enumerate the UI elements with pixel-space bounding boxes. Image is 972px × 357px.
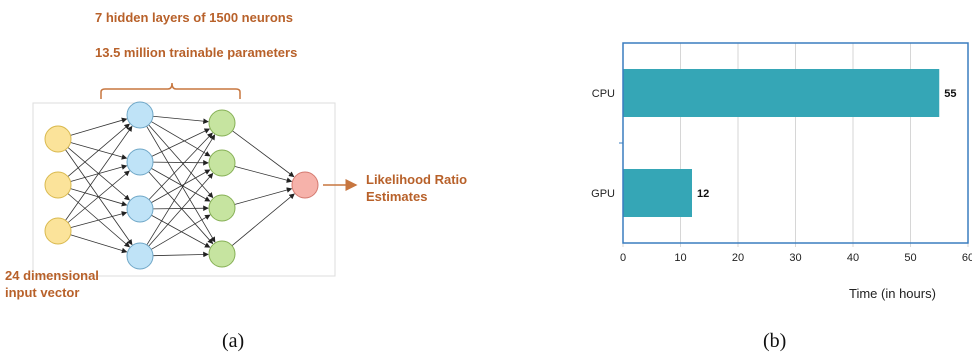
connection-edge [151,214,211,250]
x-tick-label: 60 [962,252,972,264]
connection-edge [152,251,209,258]
connection-edge [70,117,128,136]
connection-edge [148,171,214,245]
hidden-layers-label: 7 hidden layers of 1500 neurons [95,10,293,25]
chart-frame [622,42,969,244]
connection-edge [234,187,293,205]
chart-labels: 0 10 20 30 40 50 60 CPU 55 GPU 12 [591,88,972,264]
connection-edge [151,168,211,202]
x-tick-label: 10 [674,252,686,264]
connection-edge [70,234,128,254]
output-node [291,171,319,199]
network-nodes [44,101,319,270]
x-tick-label: 30 [789,252,801,264]
connection-edge [234,165,293,183]
x-tick-label: 50 [904,252,916,264]
y-category-label: CPU [592,88,615,100]
connection-edge [231,193,295,246]
input-vector-label-line1: 24 dimensional [5,268,99,283]
bar-value-label: 12 [697,188,709,200]
x-tick-label: 0 [620,252,626,264]
hidden-layer-2-node [208,109,236,137]
hidden-layer-1-node [126,148,154,176]
neural-network-diagram [32,82,358,277]
x-tick-label: 20 [732,252,744,264]
connection-edge [65,125,133,221]
connection-edge [70,211,128,229]
input-node [44,217,72,245]
connection-edge [151,169,211,203]
connection-edge [146,125,216,243]
output-label-line1: Likelihood Ratio [366,172,468,187]
connection-edge [151,128,211,157]
bar-value-label: 55 [944,88,956,100]
connection-edge [152,159,209,166]
x-tick-label: 40 [847,252,859,264]
hidden-layer-2-node [208,240,236,268]
network-frame [32,102,336,277]
hidden-layer-2-node [208,149,236,177]
input-node [44,125,72,153]
connection-edge [232,130,295,178]
training-time-chart: 0 10 20 30 40 50 60 CPU 55 GPU 12 [591,42,972,264]
connection-edge [148,132,213,200]
connection-edge [152,115,209,124]
network-connections [65,115,295,258]
hidden-layers-brace [100,82,241,99]
hidden-layer-1-node [126,195,154,223]
x-axis-title: Time (in hours) [849,286,936,301]
hidden-layer-1-node [126,101,154,129]
connection-edge [146,134,216,246]
input-node [44,171,72,199]
trainable-parameters-label: 13.5 million trainable parameters [95,45,298,60]
connection-edge [151,121,211,157]
connection-edge [67,170,130,223]
chart-bars [623,69,940,217]
connection-edge [152,205,209,212]
bar-cpu [623,69,940,117]
panel-b-caption: (b) [763,330,787,352]
connection-edge [151,214,211,248]
input-vector-label-line2: input vector [5,285,80,300]
connection-edge [148,172,214,247]
hidden-layer-1-node [126,242,154,270]
connection-edge [67,123,130,177]
panel-a-caption: (a) [222,330,245,352]
bar-gpu [623,169,692,217]
hidden-layer-2-node [208,194,236,222]
y-category-label: GPU [591,188,615,200]
output-label-line2: Estimates [366,189,428,204]
